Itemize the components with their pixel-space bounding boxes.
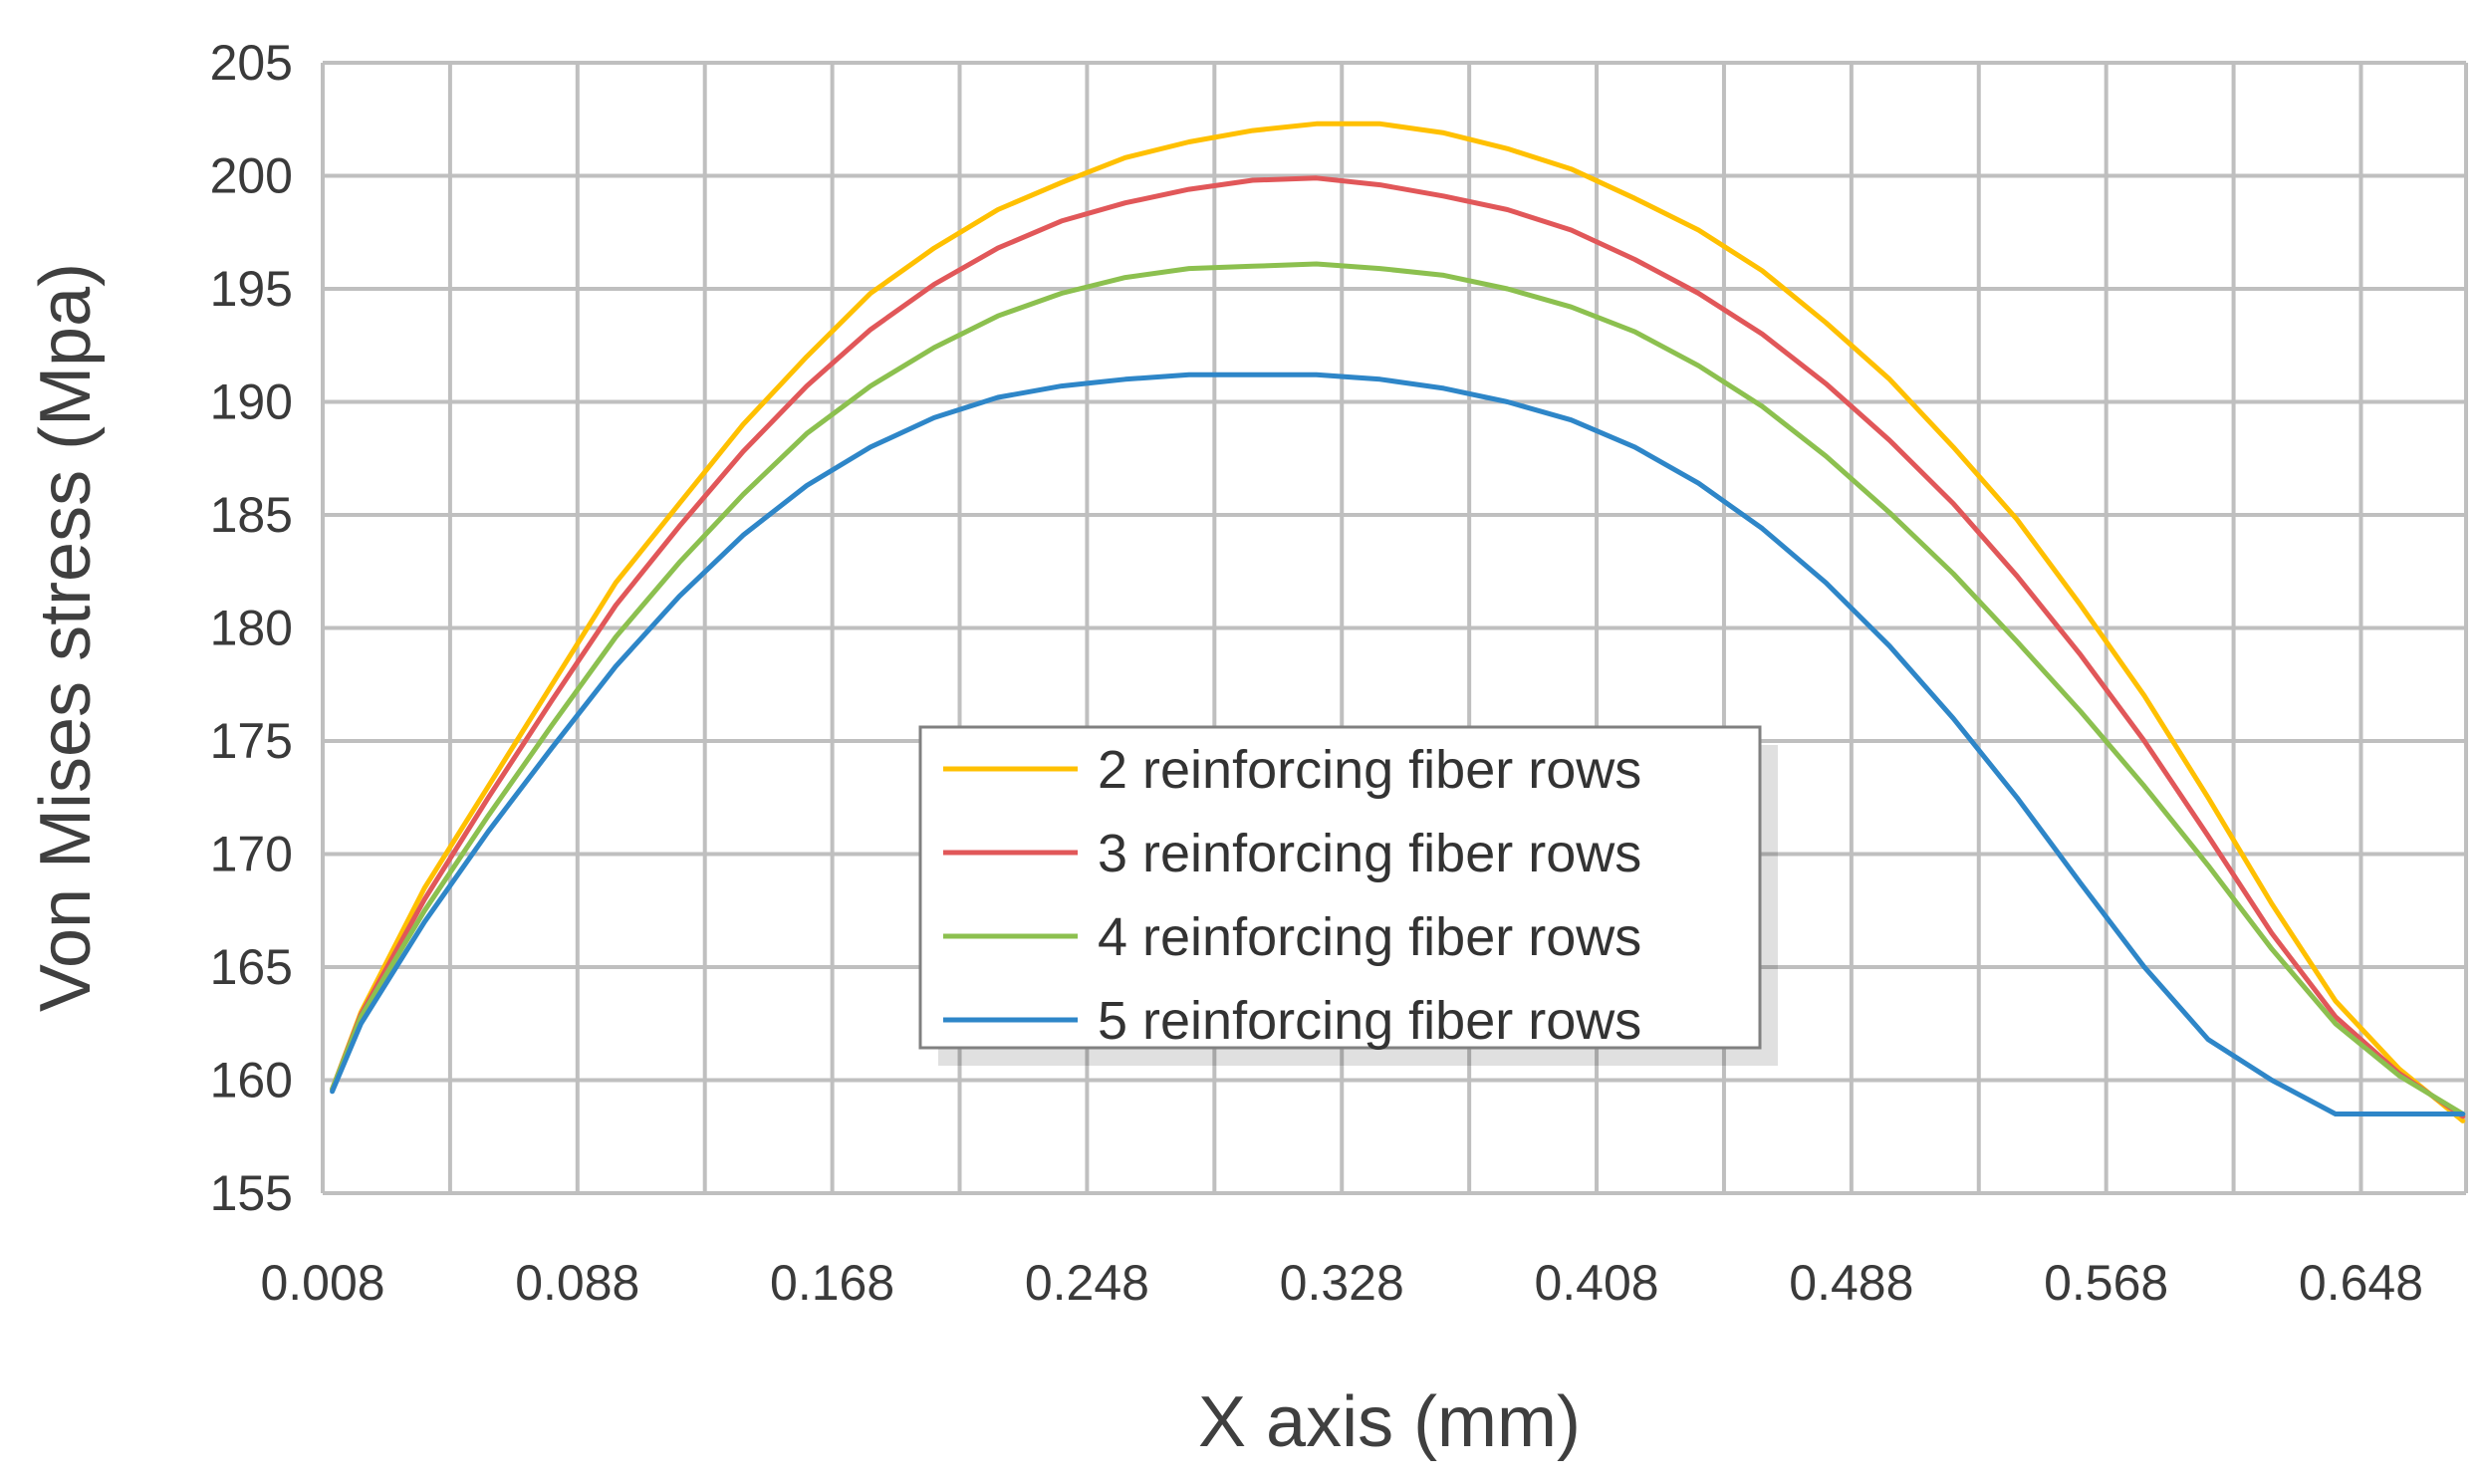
x-tick-label: 0.328 [1280, 1255, 1404, 1311]
legend: 2 reinforcing fiber rows 3 reinforcing fi… [918, 725, 1778, 1066]
y-tick-label: 175 [210, 713, 293, 769]
y-tick-label: 205 [210, 35, 293, 91]
x-tick-label: 0.088 [515, 1255, 639, 1311]
legend-label: 3 reinforcing fiber rows [1098, 824, 1641, 883]
x-tick-label: 0.168 [770, 1255, 894, 1311]
series-lines [330, 121, 2466, 1123]
series-line-2-rows [330, 121, 2466, 1123]
x-tick-label: 0.008 [260, 1255, 384, 1311]
y-tick-label: 155 [210, 1165, 293, 1221]
y-tick-label: 185 [210, 487, 293, 543]
legend-label: 2 reinforcing fiber rows [1098, 740, 1641, 800]
x-tick-label: 0.408 [1534, 1255, 1658, 1311]
series-line-4-rows [330, 261, 2466, 1116]
x-tick-label: 0.248 [1025, 1255, 1149, 1311]
y-axis-title: Von Mises stress (Mpa) [26, 263, 106, 1012]
series-line-5-rows [330, 371, 2466, 1116]
x-tick-label: 0.648 [2299, 1255, 2423, 1311]
y-tick-label: 170 [210, 827, 293, 882]
y-axis-ticks: 155 160 165 170 175 180 185 190 195 200 205 [210, 35, 293, 1221]
legend-box [918, 725, 1762, 1050]
legend-label: 4 reinforcing fiber rows [1098, 907, 1641, 967]
y-tick-label: 200 [210, 148, 293, 204]
x-tick-label: 0.488 [1789, 1255, 1913, 1311]
y-tick-label: 180 [210, 601, 293, 656]
y-tick-label: 195 [210, 261, 293, 317]
y-tick-label: 160 [210, 1053, 293, 1109]
legend-label: 5 reinforcing fiber rows [1098, 991, 1641, 1051]
x-tick-label: 0.568 [2044, 1255, 2168, 1311]
x-axis-ticks: 0.008 0.088 0.168 0.248 0.328 0.408 0.488 0.568… [260, 1255, 2423, 1311]
y-tick-label: 190 [210, 374, 293, 430]
x-axis-title: X axis (mm) [1198, 1382, 1581, 1462]
series-line-3-rows [330, 175, 2466, 1119]
y-tick-label: 165 [210, 939, 293, 995]
